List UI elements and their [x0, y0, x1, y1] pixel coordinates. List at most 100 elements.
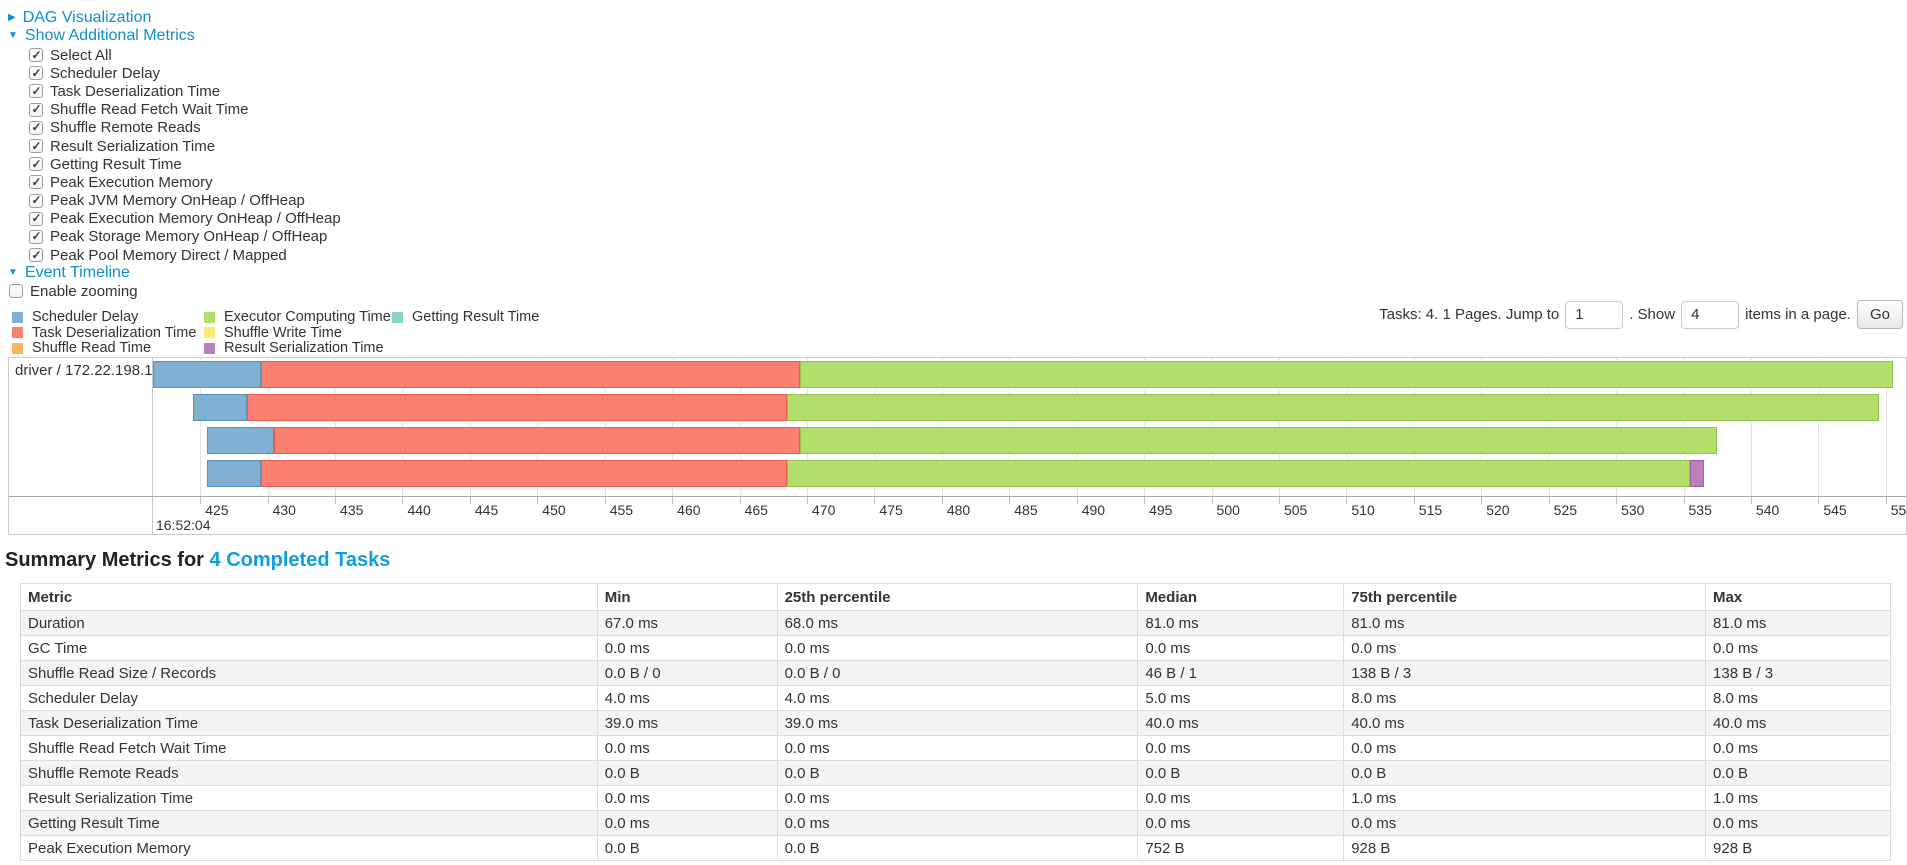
event-timeline-toggle[interactable]: ▼ Event Timeline — [8, 264, 1907, 282]
metric-name-cell: Task Deserialization Time — [20, 710, 598, 737]
axis-tickmark — [1683, 497, 1685, 505]
enable-zooming-checkbox[interactable] — [9, 284, 23, 299]
dag-visualization-toggle[interactable]: ▶ DAG Visualization — [8, 9, 1907, 27]
metric-value-cell: 0.0 B — [596, 835, 778, 862]
metric-checkbox-peak-pool-memory-direct-mapped[interactable] — [29, 248, 43, 263]
legend-column: Getting Result Time — [392, 309, 539, 325]
task-bar-1-segment-task_deserialization[interactable] — [260, 361, 801, 389]
metric-checkbox-peak-execution-memory[interactable] — [29, 175, 43, 190]
task-bar-3-segment-task_deserialization[interactable] — [274, 427, 801, 455]
metric-checkbox-shuffle-remote-reads[interactable] — [29, 120, 43, 135]
axis-major-time-label: 16:52:04 — [156, 517, 211, 534]
legend-item-getting-result-time: Getting Result Time — [392, 309, 539, 325]
metric-name-cell: Duration — [20, 610, 598, 637]
metric-checkbox-result-serialization-time[interactable] — [29, 139, 43, 154]
axis-tickmark — [402, 497, 404, 505]
axis-tickmark — [200, 497, 202, 505]
metric-checkbox-label: Shuffle Remote Reads — [50, 119, 201, 137]
axis-tick-label: 545 — [1823, 502, 1847, 519]
task-bar-3-segment-executor_computing[interactable] — [800, 427, 1718, 455]
metric-name-cell: Result Serialization Time — [20, 785, 598, 812]
metric-checkbox-peak-jvm-memory-onheap-offheap[interactable] — [29, 193, 43, 208]
legend-item-scheduler-delay: Scheduler Delay — [12, 309, 196, 325]
legend-swatch-shuffle-write-time-icon — [204, 327, 215, 339]
metric-checkbox-row: Peak Execution Memory — [8, 173, 1907, 191]
metric-value-cell: 4.0 ms — [776, 685, 1139, 712]
summary-header-min: Min — [596, 583, 778, 612]
summary-header-metric: Metric — [20, 583, 598, 612]
task-bar-4-segment-task_deserialization[interactable] — [260, 460, 787, 488]
metric-value-cell: 1.0 ms — [1705, 785, 1891, 812]
legend-label: Shuffle Read Time — [32, 340, 152, 357]
axis-tick-label: 510 — [1351, 502, 1375, 519]
axis-tickmark — [1548, 497, 1550, 505]
timeline-body: driver / 172.22.198.104 — [9, 358, 1906, 497]
task-bar-2-segment-scheduler_delay[interactable] — [193, 394, 248, 422]
task-bar-2 — [153, 394, 1906, 422]
completed-tasks-link[interactable]: 4 Completed Tasks — [209, 549, 391, 572]
axis-tickmark — [469, 497, 471, 505]
axis-tick-label: 445 — [474, 502, 499, 519]
metric-value-cell: 0.0 ms — [1343, 810, 1707, 837]
axis-tickmark — [1616, 497, 1618, 505]
timeline-plot-area — [153, 358, 1906, 497]
metric-checkbox-select-all[interactable] — [29, 48, 43, 63]
additional-metrics-checkbox-list: Select All Scheduler Delay Task Deserializ… — [8, 46, 1907, 264]
go-button[interactable]: Go — [1856, 300, 1903, 330]
metric-checkbox-peak-execution-memory-onheap-offheap[interactable] — [29, 211, 43, 226]
metric-value-cell: 81.0 ms — [1705, 610, 1891, 637]
gridline — [1885, 358, 1887, 497]
metric-value-cell: 0.0 B — [1343, 760, 1707, 787]
axis-tick-label: 425 — [205, 502, 229, 519]
metric-checkbox-label: Task Deserialization Time — [50, 82, 221, 100]
metric-checkbox-label: Peak Storage Memory OnHeap / OffHeap — [50, 228, 328, 246]
task-bar-2-segment-executor_computing[interactable] — [786, 394, 1880, 422]
axis-tick-label: 550 — [1890, 502, 1906, 519]
metric-checkbox-row: Peak Storage Memory OnHeap / OffHeap — [8, 228, 1907, 246]
axis-tick-label: 535 — [1688, 502, 1712, 519]
show-additional-metrics-toggle[interactable]: ▼ Show Additional Metrics — [8, 27, 1907, 45]
metric-checkbox-label: Scheduler Delay — [50, 64, 161, 82]
metric-name-cell: Shuffle Read Size / Records — [20, 660, 598, 687]
metric-value-cell: 928 B — [1705, 835, 1891, 862]
metric-value-cell: 5.0 ms — [1137, 685, 1345, 712]
dag-visualization-link[interactable]: DAG Visualization — [22, 9, 152, 26]
task-bar-1-segment-executor_computing[interactable] — [800, 361, 1893, 389]
task-bar-3 — [153, 427, 1906, 455]
legend-item-task-deserialization-time: Task Deserialization Time — [12, 325, 196, 341]
timeline-axis: 16:52:04 425 430 435 440 445 450 455 460 465 470 4… — [9, 496, 1906, 535]
items-per-page-input[interactable] — [1681, 300, 1740, 329]
metric-checkbox-getting-result-time[interactable] — [29, 157, 43, 172]
legend-label: Result Serialization Time — [224, 340, 384, 357]
task-bar-4-segment-scheduler_delay[interactable] — [206, 460, 261, 488]
task-bar-3-segment-scheduler_delay[interactable] — [206, 427, 275, 455]
metric-checkbox-label: Getting Result Time — [50, 155, 182, 173]
metric-name-cell: Shuffle Remote Reads — [20, 760, 598, 787]
jump-to-page-input[interactable] — [1565, 300, 1624, 329]
metric-checkbox-peak-storage-memory-onheap-offheap[interactable] — [29, 229, 43, 244]
metric-value-cell: 40.0 ms — [1137, 710, 1345, 737]
enable-zooming-label: Enable zooming — [30, 282, 138, 300]
metric-checkbox-task-deserialization-time[interactable] — [29, 84, 43, 99]
event-timeline-chart: driver / 172.22.198.104 16:52:04 425 430 4… — [8, 357, 1907, 536]
show-additional-metrics-link[interactable]: Show Additional Metrics — [24, 27, 195, 44]
axis-tick-label: 525 — [1553, 502, 1578, 519]
metric-checkbox-shuffle-read-fetch-wait-time[interactable] — [29, 102, 43, 117]
event-timeline-link[interactable]: Event Timeline — [24, 264, 130, 282]
summary-row-shuffle-read-size-records: Shuffle Read Size / Records 0.0 B / 0 0.0 … — [20, 660, 1891, 687]
executor-group-label: driver / 172.22.198.104 — [9, 358, 153, 497]
timeline-axis-label-spacer — [9, 497, 153, 535]
metric-value-cell: 39.0 ms — [776, 710, 1139, 737]
metric-checkbox-scheduler-delay[interactable] — [29, 66, 43, 81]
axis-tick-label: 460 — [677, 502, 701, 519]
task-bar-2-segment-task_deserialization[interactable] — [247, 394, 787, 422]
metric-value-cell: 752 B — [1137, 835, 1345, 862]
metric-value-cell: 67.0 ms — [596, 610, 778, 637]
task-bar-1-segment-scheduler_delay[interactable] — [153, 361, 261, 389]
metric-value-cell: 0.0 ms — [596, 735, 778, 762]
metric-value-cell: 46 B / 1 — [1137, 660, 1345, 687]
legend-swatch-task-deserialization-time-icon — [12, 327, 23, 339]
legend-label: Scheduler Delay — [32, 309, 139, 326]
task-bar-4-segment-executor_computing[interactable] — [786, 460, 1691, 488]
task-bar-4-segment-result_serialization[interactable] — [1690, 460, 1704, 488]
